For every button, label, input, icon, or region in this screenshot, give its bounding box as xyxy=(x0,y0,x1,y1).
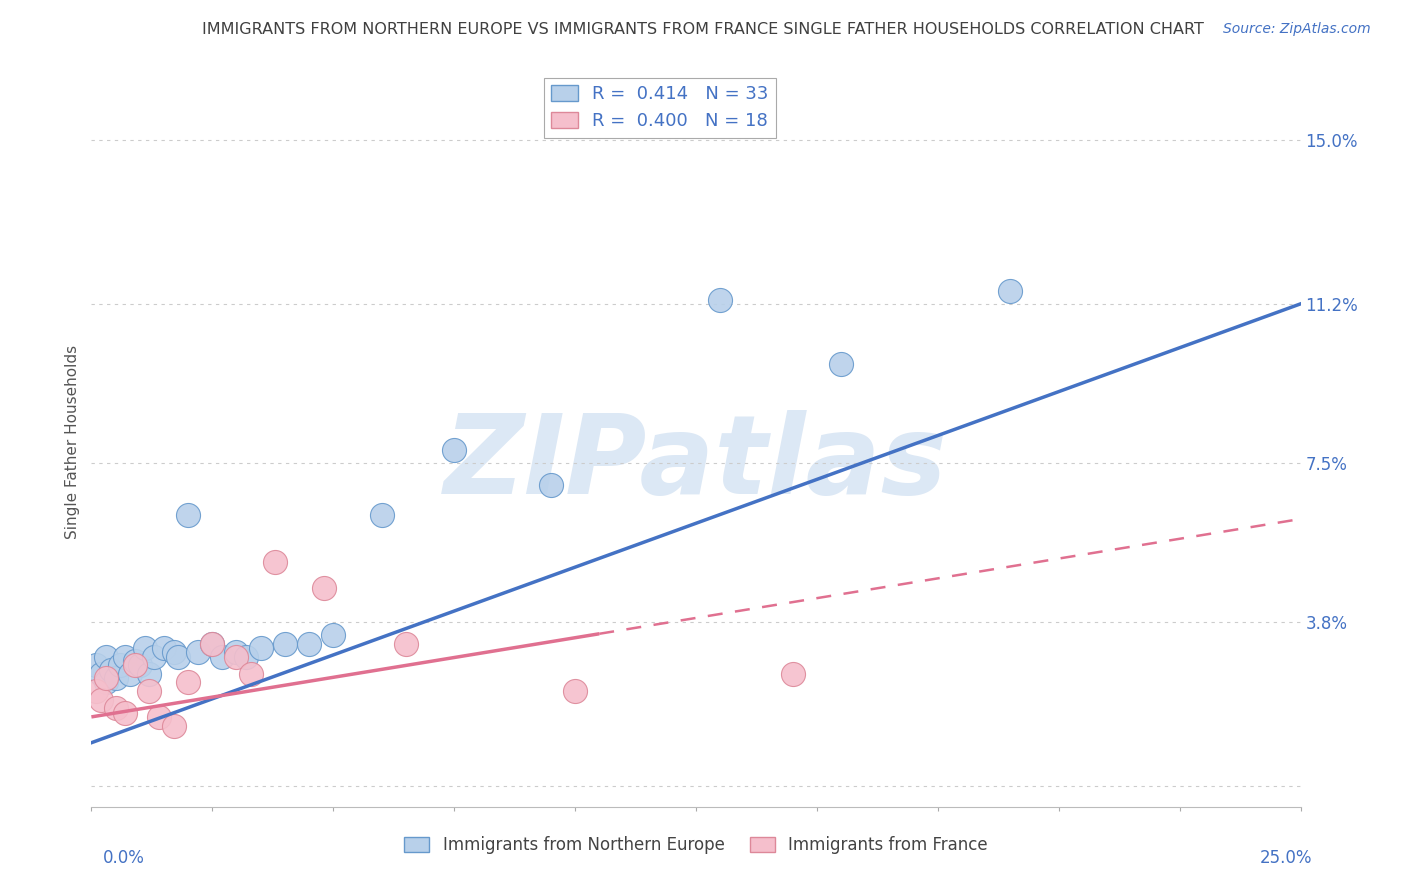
Y-axis label: Single Father Households: Single Father Households xyxy=(65,344,80,539)
Point xyxy=(177,508,200,522)
Point xyxy=(177,675,200,690)
Point xyxy=(298,637,321,651)
Point xyxy=(94,649,117,664)
Point xyxy=(110,658,132,673)
Point xyxy=(84,658,107,673)
Point xyxy=(249,641,271,656)
Point xyxy=(235,649,257,664)
Text: 25.0%: 25.0% xyxy=(1260,849,1312,867)
Point xyxy=(830,357,852,371)
Point xyxy=(443,443,465,458)
Point xyxy=(114,706,136,720)
Text: ZIPatlas: ZIPatlas xyxy=(444,410,948,517)
Point xyxy=(124,654,146,668)
Point xyxy=(94,671,117,685)
Point xyxy=(370,508,392,522)
Point xyxy=(114,649,136,664)
Point xyxy=(124,658,146,673)
Point xyxy=(201,637,224,651)
Point xyxy=(240,666,263,681)
Point xyxy=(1000,284,1022,298)
Point xyxy=(128,658,150,673)
Point xyxy=(100,663,122,677)
Point xyxy=(84,684,107,698)
Point xyxy=(782,666,804,681)
Point xyxy=(201,637,224,651)
Point xyxy=(120,666,142,681)
Point xyxy=(104,671,127,685)
Point xyxy=(709,293,731,307)
Point xyxy=(138,684,160,698)
Point xyxy=(143,649,166,664)
Point xyxy=(225,645,247,659)
Point xyxy=(138,666,160,681)
Point xyxy=(322,628,344,642)
Point xyxy=(312,581,335,595)
Point xyxy=(264,555,287,569)
Point xyxy=(90,692,112,706)
Point xyxy=(162,718,184,732)
Point xyxy=(90,666,112,681)
Point xyxy=(167,649,190,664)
Point xyxy=(564,684,586,698)
Point xyxy=(162,645,184,659)
Point xyxy=(148,710,170,724)
Legend: R =  0.414   N = 33, R =  0.400   N = 18: R = 0.414 N = 33, R = 0.400 N = 18 xyxy=(544,78,776,137)
Text: Source: ZipAtlas.com: Source: ZipAtlas.com xyxy=(1223,22,1371,37)
Point xyxy=(153,641,176,656)
Point xyxy=(274,637,297,651)
Point xyxy=(104,701,127,715)
Point xyxy=(395,637,418,651)
Point xyxy=(540,477,562,491)
Point xyxy=(225,649,247,664)
Text: IMMIGRANTS FROM NORTHERN EUROPE VS IMMIGRANTS FROM FRANCE SINGLE FATHER HOUSEHOL: IMMIGRANTS FROM NORTHERN EUROPE VS IMMIG… xyxy=(202,22,1204,37)
Point xyxy=(187,645,209,659)
Point xyxy=(94,675,117,690)
Text: 0.0%: 0.0% xyxy=(103,849,145,867)
Point xyxy=(134,641,156,656)
Point xyxy=(211,649,233,664)
